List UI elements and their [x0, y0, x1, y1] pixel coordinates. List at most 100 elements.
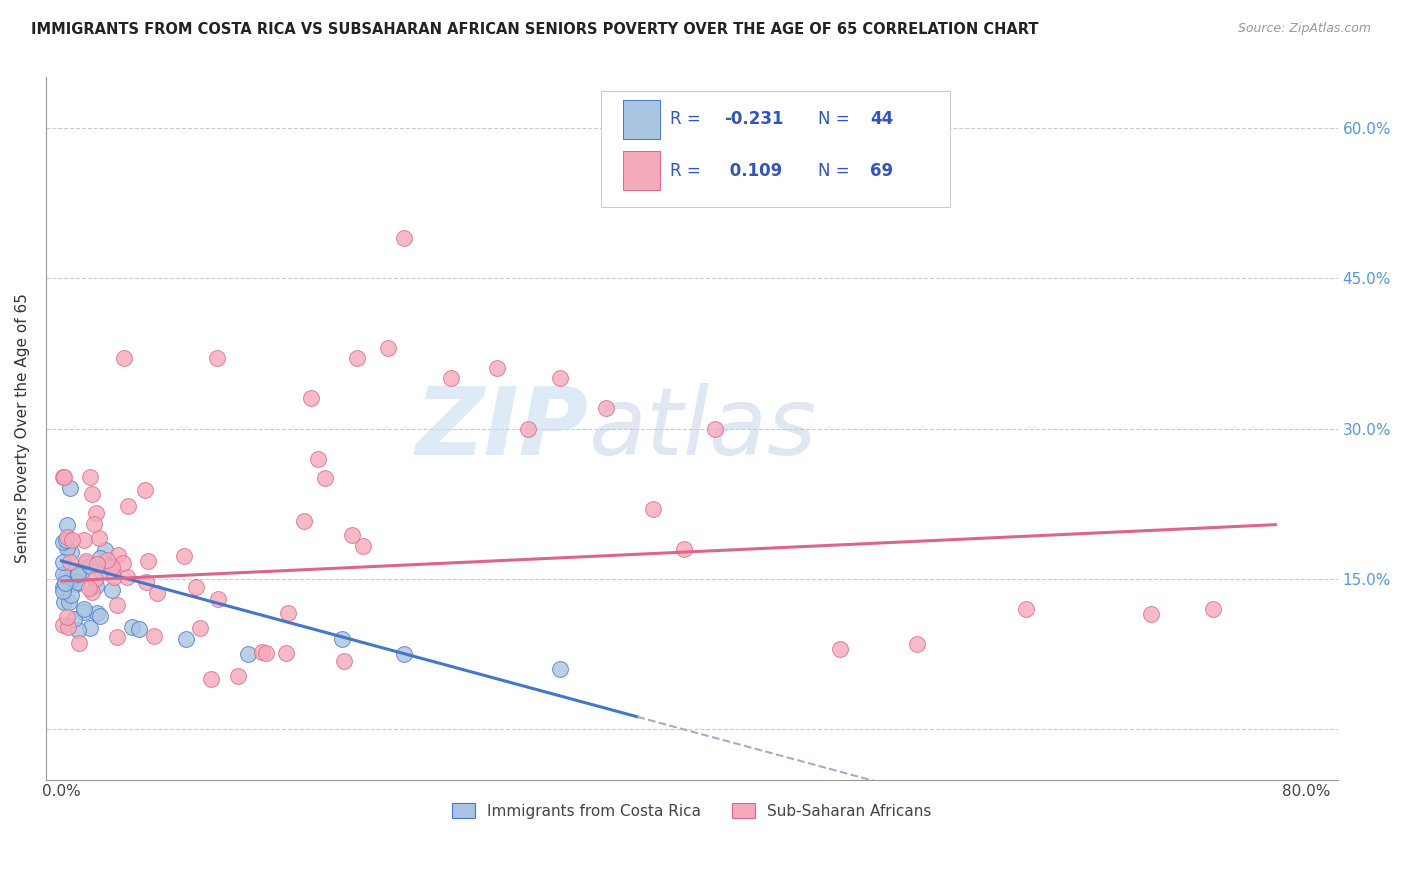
- Text: IMMIGRANTS FROM COSTA RICA VS SUBSAHARAN AFRICAN SENIORS POVERTY OVER THE AGE OF: IMMIGRANTS FROM COSTA RICA VS SUBSAHARAN…: [31, 22, 1039, 37]
- Text: 69: 69: [870, 161, 893, 179]
- Point: [53, 470, 76, 484]
- Point: [330, 632, 353, 647]
- Text: N =: N =: [818, 161, 855, 179]
- Legend: Immigrants from Costa Rica, Sub-Saharan Africans: Immigrants from Costa Rica, Sub-Saharan …: [446, 797, 938, 824]
- Point: [98, 559, 121, 574]
- Point: [128, 622, 150, 636]
- Point: [186, 581, 208, 595]
- Point: [52, 534, 75, 549]
- FancyBboxPatch shape: [623, 100, 659, 138]
- Point: [828, 642, 851, 657]
- Point: [73, 602, 96, 616]
- FancyBboxPatch shape: [602, 92, 950, 207]
- Point: [94, 543, 117, 558]
- Point: [60, 589, 83, 603]
- Text: atlas: atlas: [589, 383, 817, 474]
- Point: [79, 621, 101, 635]
- Point: [274, 646, 297, 660]
- Point: [66, 568, 89, 582]
- Point: [292, 514, 315, 528]
- Point: [134, 483, 156, 498]
- Point: [173, 549, 195, 564]
- Point: [56, 620, 79, 634]
- Point: [277, 606, 299, 620]
- Point: [101, 583, 124, 598]
- Point: [59, 482, 82, 496]
- Point: [72, 605, 94, 619]
- Point: [67, 636, 90, 650]
- Point: [907, 637, 929, 651]
- Point: [86, 606, 108, 620]
- Point: [439, 371, 461, 385]
- Point: [89, 531, 111, 545]
- Point: [548, 371, 571, 385]
- Point: [174, 632, 197, 647]
- Point: [314, 471, 336, 485]
- Point: [105, 630, 128, 644]
- Point: [55, 517, 77, 532]
- Point: [84, 572, 107, 586]
- Point: [52, 555, 75, 569]
- Point: [59, 573, 82, 587]
- Point: [59, 555, 82, 569]
- Point: [96, 553, 118, 567]
- Point: [200, 673, 222, 687]
- Point: [121, 620, 143, 634]
- Point: [66, 567, 89, 582]
- Point: [56, 541, 79, 556]
- Point: [377, 341, 399, 355]
- Point: [207, 591, 229, 606]
- Point: [226, 668, 249, 682]
- Point: [1140, 607, 1163, 621]
- Point: [62, 564, 84, 578]
- Point: [60, 545, 83, 559]
- Point: [90, 564, 112, 578]
- Point: [392, 231, 415, 245]
- FancyBboxPatch shape: [623, 151, 659, 190]
- Point: [55, 533, 77, 548]
- Point: [704, 421, 727, 435]
- Point: [307, 452, 329, 467]
- Point: [205, 351, 228, 366]
- Point: [1015, 602, 1038, 616]
- Point: [89, 550, 111, 565]
- Point: [188, 621, 211, 635]
- Point: [112, 351, 135, 366]
- Point: [352, 539, 374, 553]
- Point: [56, 530, 79, 544]
- Point: [67, 623, 90, 637]
- Point: [486, 361, 509, 376]
- Point: [641, 501, 664, 516]
- Point: [84, 579, 107, 593]
- Point: [89, 609, 111, 624]
- Point: [75, 556, 97, 570]
- Point: [55, 569, 77, 583]
- Text: 0.109: 0.109: [724, 161, 782, 179]
- Point: [340, 528, 363, 542]
- Point: [58, 595, 80, 609]
- Point: [135, 574, 157, 589]
- Point: [63, 612, 86, 626]
- Point: [115, 569, 138, 583]
- Text: Source: ZipAtlas.com: Source: ZipAtlas.com: [1237, 22, 1371, 36]
- Point: [53, 595, 76, 609]
- Text: ZIP: ZIP: [416, 383, 589, 475]
- Point: [60, 533, 83, 547]
- Point: [517, 421, 540, 435]
- Point: [52, 617, 75, 632]
- Point: [52, 581, 75, 595]
- Point: [66, 574, 89, 589]
- Point: [65, 576, 87, 591]
- Point: [595, 401, 617, 416]
- Point: [73, 533, 96, 547]
- Point: [250, 645, 273, 659]
- Text: -0.231: -0.231: [724, 111, 783, 128]
- Point: [101, 560, 124, 574]
- Text: R =: R =: [669, 111, 706, 128]
- Point: [72, 564, 94, 578]
- Point: [346, 351, 368, 366]
- Point: [1202, 602, 1225, 616]
- Point: [332, 654, 354, 668]
- Point: [86, 558, 108, 572]
- Point: [136, 553, 159, 567]
